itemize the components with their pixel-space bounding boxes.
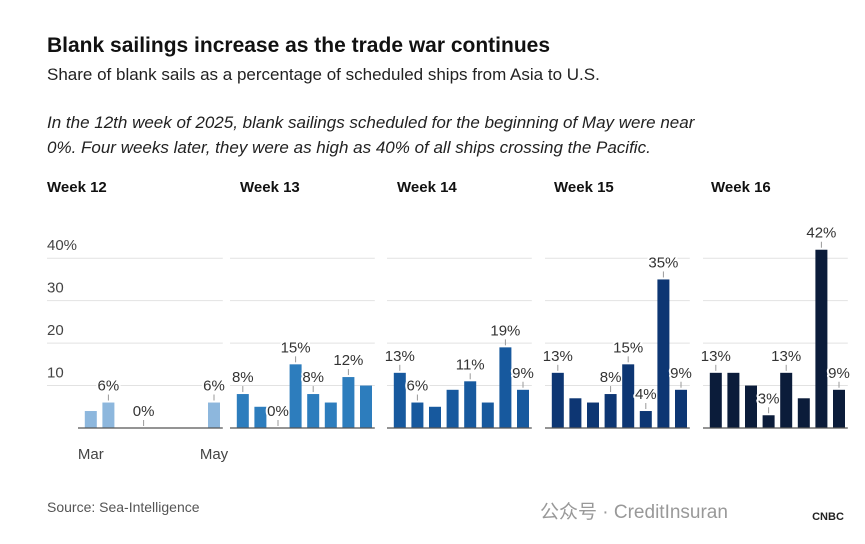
watermark: 公众号 · CreditInsuran xyxy=(540,501,728,523)
bar xyxy=(324,402,337,428)
panel-title: Week 12 xyxy=(47,179,107,196)
value-label: 9% xyxy=(828,365,850,382)
panel-title: Week 15 xyxy=(554,179,614,196)
value-label: 6% xyxy=(98,378,120,395)
bar xyxy=(762,415,775,428)
bar xyxy=(84,411,97,428)
bar xyxy=(208,402,220,428)
bar xyxy=(464,381,477,428)
value-label: 12% xyxy=(333,352,363,369)
bar xyxy=(551,372,564,428)
bar xyxy=(727,372,740,428)
bar xyxy=(446,389,459,428)
note: In the 12th week of 2025, blank sailings… xyxy=(47,113,696,132)
logo: CNBC xyxy=(812,511,844,523)
bar xyxy=(307,394,320,428)
bar xyxy=(604,394,617,428)
value-label: 13% xyxy=(385,348,415,365)
bar xyxy=(254,406,267,428)
bar xyxy=(289,364,302,428)
value-label: 35% xyxy=(648,254,678,271)
bar xyxy=(499,347,512,428)
chart-title: Blank sailings increase as the trade war… xyxy=(47,34,550,57)
panel-title: Week 16 xyxy=(711,179,771,196)
chart-subtitle: Share of blank sails as a percentage of … xyxy=(47,65,600,84)
bar xyxy=(709,372,722,428)
y-tick-label: 40% xyxy=(47,237,77,254)
bar xyxy=(102,402,115,428)
bar xyxy=(342,377,355,428)
panel-title: Week 13 xyxy=(240,179,300,196)
bar xyxy=(517,389,529,428)
value-label: 15% xyxy=(281,339,311,356)
bar xyxy=(815,249,828,428)
value-label: 0% xyxy=(267,403,289,420)
bar xyxy=(780,372,793,428)
bar xyxy=(393,372,406,428)
bar xyxy=(833,389,845,428)
bar xyxy=(236,394,249,428)
bar xyxy=(745,385,757,428)
value-label: 9% xyxy=(512,365,534,382)
bar xyxy=(657,279,670,428)
value-label: 11% xyxy=(456,356,485,373)
panel-title: Week 14 xyxy=(397,179,457,196)
bar xyxy=(639,411,652,428)
value-label: 13% xyxy=(701,348,731,365)
value-label: 9% xyxy=(670,365,692,382)
x-tick-label: Mar xyxy=(78,446,104,463)
value-label: 15% xyxy=(613,339,643,356)
value-label: 13% xyxy=(771,348,801,365)
y-tick-label: 20 xyxy=(47,322,64,339)
value-label: 6% xyxy=(407,378,429,395)
y-tick-label: 30 xyxy=(47,280,64,297)
bar xyxy=(360,385,372,428)
value-label: 13% xyxy=(543,348,573,365)
y-tick-label: 10 xyxy=(47,365,64,382)
value-label: 42% xyxy=(806,225,836,242)
bar xyxy=(622,364,635,428)
x-tick-label: May xyxy=(200,446,229,463)
value-label: 8% xyxy=(232,369,254,386)
bar xyxy=(481,402,494,428)
value-label: 19% xyxy=(490,322,520,339)
bar xyxy=(569,398,582,428)
bar xyxy=(797,398,810,428)
value-label: 4% xyxy=(635,386,657,403)
bar xyxy=(411,402,424,428)
value-label: 8% xyxy=(302,369,324,386)
note: 0%. Four weeks later, they were as high … xyxy=(47,138,651,157)
source: Source: Sea-Intelligence xyxy=(47,499,200,515)
bar xyxy=(675,389,687,428)
bar xyxy=(587,402,599,428)
bar xyxy=(429,406,441,428)
value-label: 0% xyxy=(133,403,155,420)
value-label: 6% xyxy=(203,378,225,395)
value-label: 3% xyxy=(758,390,780,407)
value-label: 8% xyxy=(600,369,622,386)
